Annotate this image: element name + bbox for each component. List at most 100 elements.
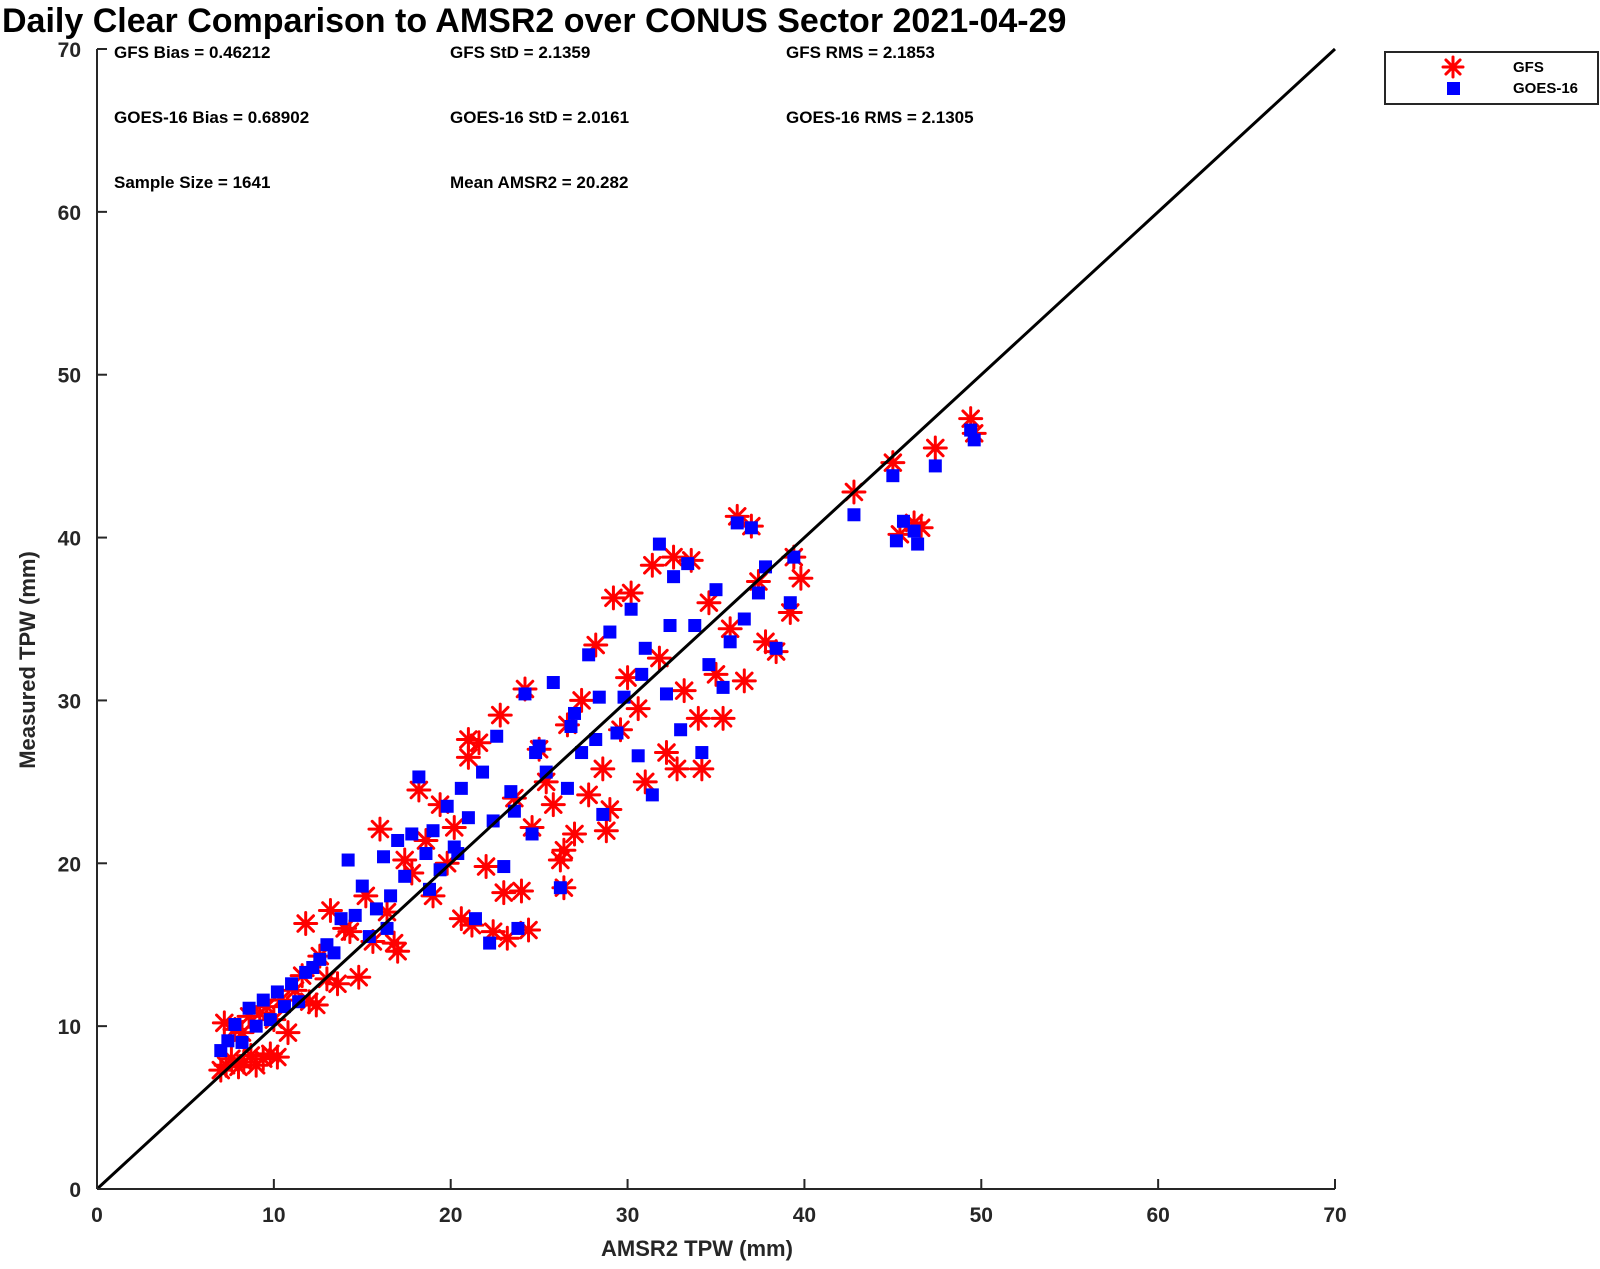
y-axis-label: Measured TPW (mm) — [15, 551, 40, 769]
goes-point — [645, 788, 659, 802]
gfs-point — [625, 696, 651, 722]
gfs-point — [569, 687, 595, 713]
goes-point — [355, 879, 369, 893]
gfs-point — [696, 590, 722, 616]
goes-point — [398, 869, 412, 883]
y-tick-label: 10 — [58, 1016, 81, 1039]
goes-point — [214, 1044, 228, 1058]
gfs-point — [551, 837, 577, 863]
goes-point — [518, 687, 532, 701]
goes-point — [221, 1034, 235, 1048]
y-tick-label: 60 — [58, 202, 81, 225]
goes-point — [426, 824, 440, 838]
y-tick-label: 70 — [58, 39, 81, 62]
gfs-point — [576, 782, 602, 808]
goes-point — [659, 687, 673, 701]
x-tick-label: 70 — [1323, 1204, 1346, 1227]
goes-point — [596, 807, 610, 821]
y-tick-label: 50 — [58, 365, 81, 388]
gfs-point — [508, 878, 534, 904]
goes-point — [468, 912, 482, 926]
goes-point — [384, 889, 398, 903]
goes-point — [783, 596, 797, 610]
goes-point — [582, 648, 596, 662]
stat-gfs-std: GFS StD = 2.1359 — [450, 43, 590, 62]
gfs-point — [593, 818, 619, 844]
stat-goes-rms: GOES-16 RMS = 2.1305 — [786, 108, 974, 127]
stats-annotations: GFS Bias = 0.46212 GFS StD = 2.1359 GFS … — [114, 43, 974, 192]
goes-point — [377, 850, 391, 864]
goes-point — [730, 516, 744, 530]
gfs-point — [590, 756, 616, 782]
gfs-point — [632, 769, 658, 795]
goes-point — [461, 811, 475, 825]
gfs-point — [385, 938, 411, 964]
goes-point — [911, 537, 925, 551]
gfs-point — [337, 919, 363, 945]
legend-gfs-asterisk — [1441, 55, 1465, 79]
x-tick-label: 30 — [616, 1204, 639, 1227]
goes-point — [886, 469, 900, 483]
goes-point — [525, 827, 539, 841]
y-tick-label: 20 — [58, 853, 81, 876]
stat-goes-std: GOES-16 StD = 2.0161 — [450, 108, 629, 127]
gfs-point — [639, 552, 665, 578]
goes-point — [907, 524, 921, 538]
goes-point — [723, 635, 737, 649]
x-tick-label: 10 — [262, 1204, 285, 1227]
goes-point — [635, 667, 649, 681]
gfs-point — [264, 1044, 290, 1070]
goes-point — [624, 602, 638, 616]
y-tick-label: 30 — [58, 690, 81, 713]
legend-box — [1384, 51, 1599, 105]
goes-point — [270, 985, 284, 999]
goes-point — [610, 726, 624, 740]
gfs-point — [653, 740, 679, 766]
goes-point — [440, 799, 454, 813]
goes-point — [327, 946, 341, 960]
goes-point — [564, 719, 578, 733]
gfs-point — [487, 702, 513, 728]
goes-point — [529, 746, 543, 760]
x-tick-label: 40 — [793, 1204, 816, 1227]
goes-point — [652, 537, 666, 551]
y-tick-label: 40 — [58, 528, 81, 551]
x-tick-label: 60 — [1146, 1204, 1169, 1227]
goes-point — [702, 658, 716, 672]
goes-point — [688, 619, 702, 633]
gfs-point — [615, 665, 641, 691]
x-tick-label: 20 — [439, 1204, 462, 1227]
goes-point — [391, 833, 405, 847]
goes-point — [348, 908, 362, 922]
gfs-point — [303, 992, 329, 1018]
goes-point — [405, 827, 419, 841]
goes-point — [847, 508, 861, 522]
y-ticks: 0 10 20 30 40 50 60 70 — [58, 39, 107, 1202]
goes-point — [967, 433, 981, 447]
gfs-point — [455, 727, 481, 753]
goes-point — [497, 860, 511, 874]
goes-point — [928, 459, 942, 473]
goes-point — [419, 847, 433, 861]
gfs-point — [731, 668, 757, 694]
goes-point — [504, 785, 518, 799]
goes-point — [553, 881, 567, 895]
goes-point — [603, 625, 617, 639]
goes-point — [486, 814, 500, 828]
axes: 0 10 20 30 40 50 60 70 0 10 20 30 40 50 60 70 — [58, 39, 1347, 1227]
goes-point — [787, 550, 801, 564]
goes-point — [433, 863, 447, 877]
stat-goes-bias: GOES-16 Bias = 0.68902 — [114, 108, 309, 127]
gfs-point — [671, 678, 697, 704]
markers-layer — [208, 406, 987, 1083]
gfs-point — [710, 705, 736, 731]
gfs-point — [600, 585, 626, 611]
goes-point — [568, 706, 582, 720]
goes-point — [511, 921, 525, 935]
goes-point — [638, 641, 652, 655]
gfs-point — [275, 1020, 301, 1046]
goes-point — [716, 680, 730, 694]
x-axis-label: AMSR2 TPW (mm) — [601, 1236, 793, 1261]
x-ticks: 0 10 20 30 40 50 60 70 — [91, 1179, 1347, 1227]
